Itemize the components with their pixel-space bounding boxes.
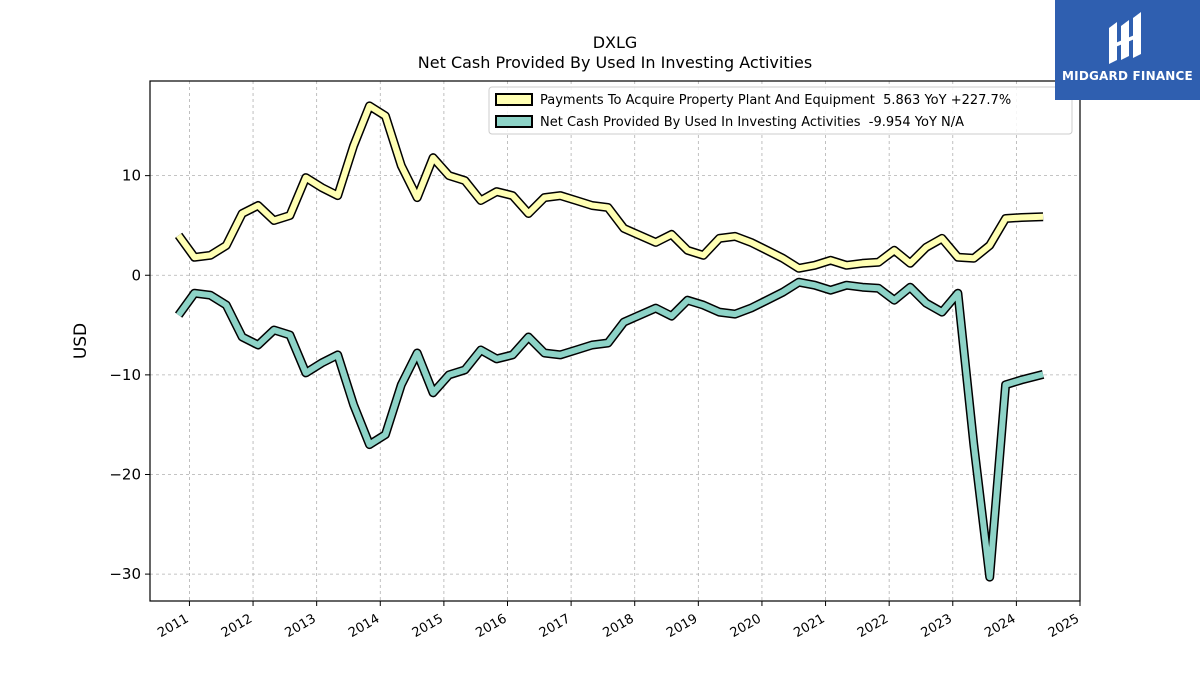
x-tick-label: 2012 — [219, 611, 255, 641]
x-tick-label: 2016 — [473, 611, 509, 641]
series-1-outline — [174, 277, 1045, 582]
chart-title: DXLG — [593, 33, 638, 52]
x-tick-label: 2024 — [982, 611, 1018, 641]
x-tick-label: 2020 — [728, 611, 764, 641]
series-lines — [174, 101, 1045, 582]
series-1-line — [176, 279, 1044, 581]
x-tick-label: 2011 — [155, 611, 191, 641]
chart-subtitle: Net Cash Provided By Used In Investing A… — [418, 53, 812, 72]
legend: Payments To Acquire Property Plant And E… — [488, 86, 1073, 135]
x-tick-label: 2015 — [410, 611, 446, 641]
y-tick-label: −10 — [109, 366, 141, 384]
legend-label-investing: Net Cash Provided By Used In Investing A… — [540, 115, 964, 130]
legend-swatch-investing — [495, 115, 533, 128]
x-tick-label: 2021 — [791, 611, 827, 641]
y-tick-label: −30 — [109, 565, 141, 583]
logo-mark-icon — [1109, 12, 1141, 64]
y-tick-label: −20 — [109, 465, 141, 483]
x-tick-label: 2023 — [919, 611, 955, 641]
series-0-line — [176, 102, 1044, 272]
legend-label-capex: Payments To Acquire Property Plant And E… — [540, 93, 1011, 108]
y-tick-label: 10 — [122, 167, 141, 185]
y-axis-label: USD — [71, 323, 91, 359]
x-tick-label: 2017 — [537, 611, 573, 641]
x-tick-label: 2013 — [283, 611, 319, 641]
legend-box — [488, 86, 1073, 135]
grid-lines — [150, 81, 1081, 601]
y-tick-label: 0 — [131, 266, 141, 284]
x-tick-label: 2018 — [601, 611, 637, 641]
x-tick-label: 2022 — [855, 611, 891, 641]
plot-frame — [149, 80, 1081, 602]
brand-logo: MIDGARD FINANCE — [1055, 0, 1200, 100]
legend-swatch-capex — [495, 93, 533, 106]
logo-text: MIDGARD FINANCE — [1062, 69, 1193, 83]
x-tick-label: 2025 — [1046, 611, 1082, 641]
x-tick-label: 2014 — [346, 611, 382, 641]
x-tick-label: 2019 — [664, 611, 700, 641]
